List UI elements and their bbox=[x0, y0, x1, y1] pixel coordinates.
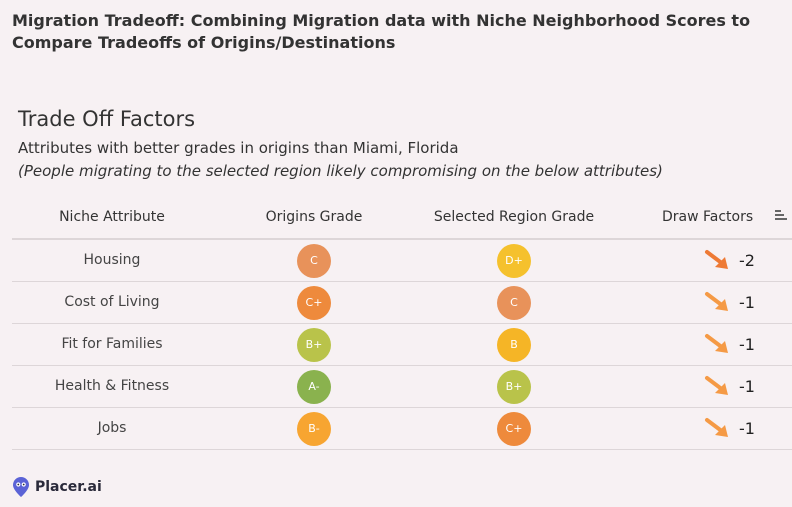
table-row[interactable]: Jobs B- C+ -1 bbox=[12, 408, 792, 450]
sort-descending-icon[interactable] bbox=[775, 210, 787, 222]
header-origins-grade[interactable]: Origins Grade bbox=[265, 209, 363, 225]
arrow-down-right-icon bbox=[705, 334, 728, 353]
origins-grade-badge: A- bbox=[297, 370, 331, 404]
section-subtitle: Attributes with better grades in origins… bbox=[18, 139, 459, 157]
draw-factor-value: -1 bbox=[739, 293, 755, 312]
selected-grade-badge: C bbox=[497, 286, 531, 320]
attribute-name: Housing bbox=[83, 252, 141, 268]
attribute-name: Fit for Families bbox=[61, 336, 163, 352]
brand-name: Placer.ai bbox=[35, 479, 102, 495]
header-selected-region-grade[interactable]: Selected Region Grade bbox=[433, 209, 595, 225]
origins-grade-badge: B- bbox=[297, 412, 331, 446]
page-title: Migration Tradeoff: Combining Migration … bbox=[12, 11, 751, 52]
draw-factor-value: -1 bbox=[739, 377, 755, 396]
draw-factor-value: -1 bbox=[739, 335, 755, 354]
table-row[interactable]: Health & Fitness A- B+ -1 bbox=[12, 366, 792, 408]
attribute-name: Jobs bbox=[97, 420, 127, 436]
header-draw-factors[interactable]: Draw Factors bbox=[662, 209, 754, 225]
table-row[interactable]: Fit for Families B+ B -1 bbox=[12, 324, 792, 366]
draw-factor-value: -2 bbox=[739, 251, 755, 270]
origins-grade-badge: C bbox=[297, 244, 331, 278]
selected-grade-badge: B+ bbox=[497, 370, 531, 404]
header-niche-attribute[interactable]: Niche Attribute bbox=[59, 209, 165, 225]
section-note: (People migrating to the selected region… bbox=[18, 162, 663, 180]
trade-off-table: Niche Attribute Origins Grade Selected R… bbox=[12, 200, 792, 450]
draw-factor-value: -1 bbox=[739, 419, 755, 438]
table-row[interactable]: Cost of Living C+ C -1 bbox=[12, 282, 792, 324]
table-header: Niche Attribute Origins Grade Selected R… bbox=[12, 200, 792, 240]
attribute-name: Cost of Living bbox=[64, 294, 160, 310]
arrow-down-right-icon bbox=[705, 292, 728, 311]
table-row[interactable]: Housing C D+ -2 bbox=[12, 240, 792, 282]
section-title: Trade Off Factors bbox=[18, 107, 196, 131]
selected-grade-badge: C+ bbox=[497, 412, 531, 446]
origins-grade-badge: C+ bbox=[297, 286, 331, 320]
placer-logo-icon bbox=[13, 477, 29, 497]
selected-grade-badge: D+ bbox=[497, 244, 531, 278]
brand-logo: Placer.ai bbox=[12, 476, 102, 498]
selected-grade-badge: B bbox=[497, 328, 531, 362]
arrow-down-right-icon bbox=[705, 376, 728, 395]
arrow-down-right-icon bbox=[705, 418, 728, 437]
arrow-down-right-icon bbox=[705, 250, 728, 269]
attribute-name: Health & Fitness bbox=[54, 378, 170, 394]
origins-grade-badge: B+ bbox=[297, 328, 331, 362]
